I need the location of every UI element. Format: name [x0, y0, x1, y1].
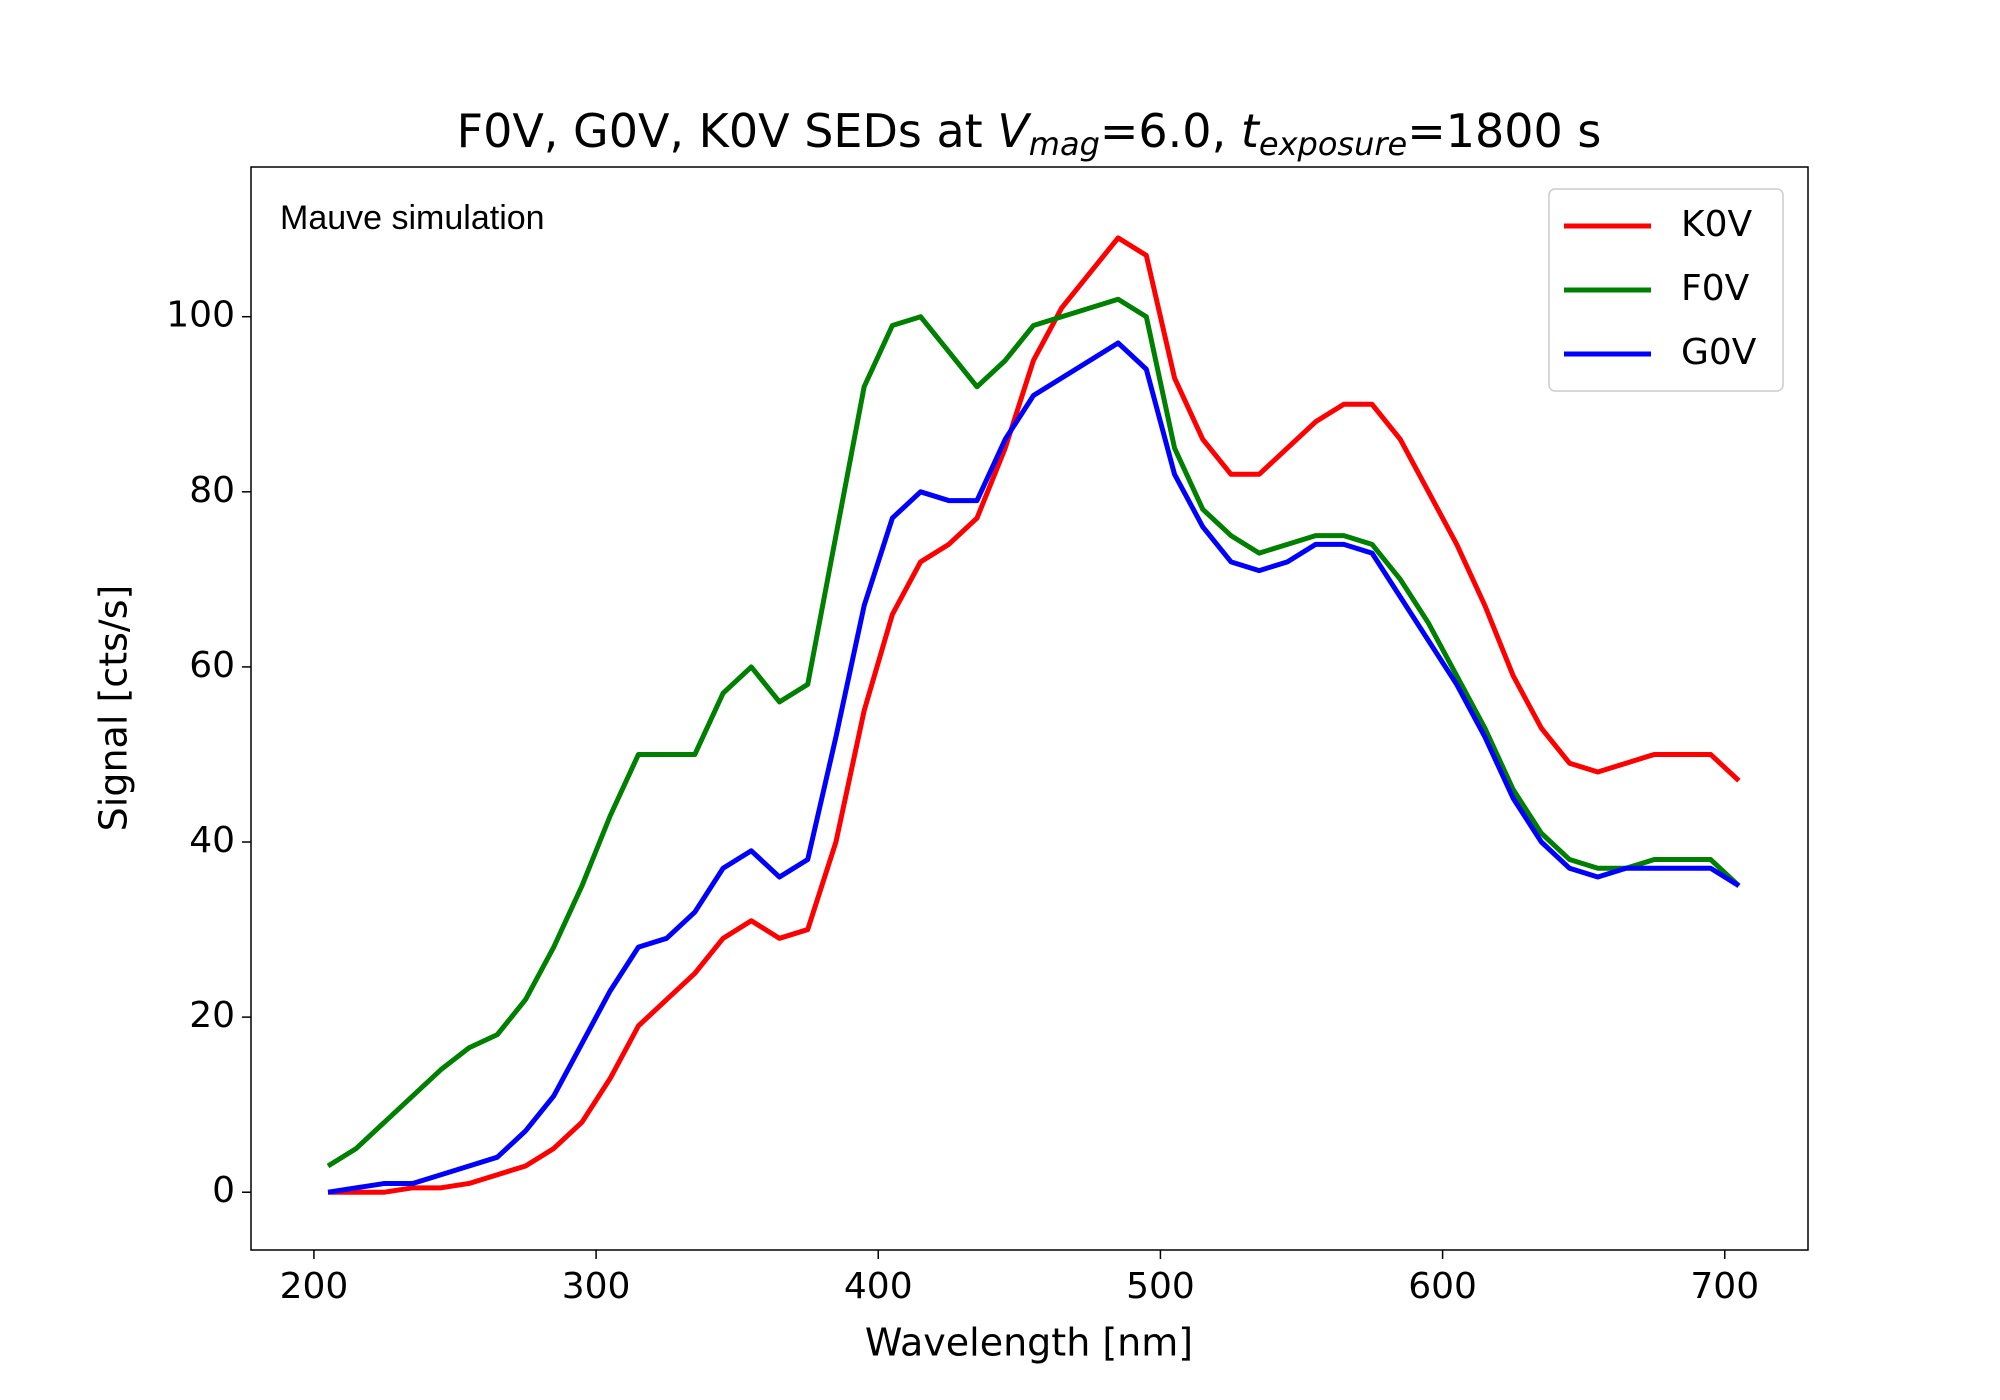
y-tick-label: 100: [166, 295, 235, 336]
legend-label: G0V: [1681, 332, 1757, 373]
line-series: [326, 296, 1741, 1169]
plot-frame: [250, 166, 1809, 1251]
y-tick-label: 40: [189, 820, 235, 861]
chart-title: F0V, G0V, K0V SEDs at Vmag=6.0, texposur…: [457, 104, 1602, 164]
y-tick-label: 0: [212, 1170, 235, 1211]
y-tick-label: 80: [189, 470, 235, 511]
x-tick-label: 500: [1126, 1266, 1195, 1307]
y-tick-label: 20: [189, 995, 235, 1036]
x-tick-label: 200: [280, 1266, 349, 1307]
line-series: [327, 340, 1741, 1195]
line-series: [328, 235, 1741, 1195]
legend-label: K0V: [1681, 204, 1753, 245]
annotation: Mauve simulation: [280, 199, 545, 237]
y-axis-label: Signal [cts/s]: [92, 585, 136, 832]
x-tick-label: 300: [562, 1266, 631, 1307]
legend-box: [1548, 188, 1784, 392]
x-tick-label: 400: [844, 1266, 913, 1307]
y-tick-label: 60: [189, 645, 235, 686]
legend-label: F0V: [1681, 268, 1750, 309]
x-axis-label: Wavelength [nm]: [865, 1321, 1193, 1365]
x-tick-label: 600: [1408, 1266, 1477, 1307]
x-tick-label: 700: [1690, 1266, 1759, 1307]
